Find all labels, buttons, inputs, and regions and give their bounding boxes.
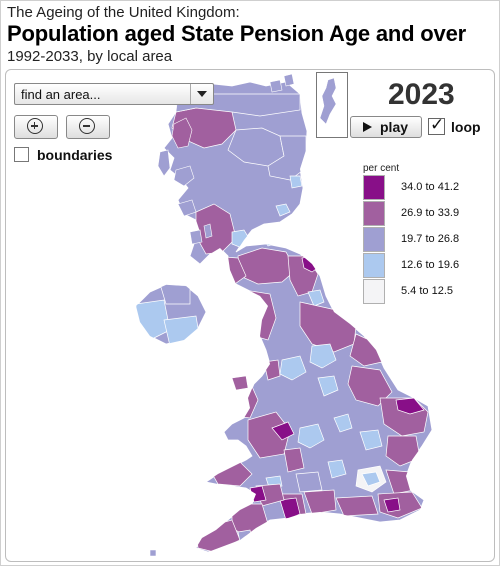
dropdown-arrow-button[interactable] [190, 84, 213, 104]
legend-label: 34.0 to 41.2 [401, 181, 460, 193]
region-leicester [333, 413, 353, 433]
island-skye [173, 165, 195, 187]
play-label: play [380, 119, 409, 135]
loop-label: loop [451, 119, 481, 135]
chevron-down-icon [197, 91, 207, 97]
year-display: 2023 [388, 78, 455, 111]
region-aberdeen [289, 175, 303, 189]
region-cornwall [195, 519, 241, 552]
zoom-out-icon [79, 118, 95, 134]
region-manchester [279, 355, 307, 381]
shetland-islands [319, 77, 337, 125]
boundaries-label: boundaries [37, 147, 113, 163]
boundaries-checkbox[interactable] [14, 147, 29, 162]
region-oxford [327, 459, 347, 479]
page-subtitle: 1992-2033, by local area [7, 48, 173, 65]
play-button[interactable]: play [350, 116, 422, 138]
region-herefordshire [283, 447, 305, 473]
region-dundee [275, 203, 291, 217]
region-wiltshire [295, 471, 323, 493]
region-leeds [309, 343, 337, 369]
play-icon [363, 122, 372, 132]
zoom-in-icon [27, 118, 43, 134]
zoom-out-button[interactable] [66, 115, 110, 139]
region-east-devon [279, 497, 301, 521]
region-powys [247, 411, 291, 459]
legend-swatch [363, 227, 385, 252]
region-london-inner [361, 471, 381, 487]
island-orkney-1 [269, 79, 283, 93]
legend-swatch [363, 253, 385, 278]
legend-swatch [363, 279, 385, 304]
island-uist [157, 149, 171, 177]
legend-label: 19.7 to 26.8 [401, 233, 460, 245]
island-anglesey [231, 375, 249, 391]
legend-label: 12.6 to 19.6 [401, 259, 460, 271]
zoom-in-button[interactable] [14, 115, 58, 139]
find-area-dropdown[interactable]: find an area... [14, 83, 214, 105]
legend-swatch [363, 175, 385, 200]
page-title: Population aged State Pension Age and ov… [7, 21, 466, 46]
island-lewis [171, 117, 193, 149]
island-scilly [149, 549, 157, 557]
island-jura [203, 223, 213, 239]
checkmark-icon: ✓ [430, 115, 445, 134]
island-mull [177, 199, 197, 217]
legend-label: 5.4 to 12.5 [401, 285, 453, 297]
region-hampshire [303, 489, 337, 515]
island-orkney-2 [283, 73, 295, 87]
region-rother [383, 497, 401, 513]
region-lincolnshire [347, 365, 393, 407]
region-suffolk [385, 435, 421, 467]
island-islay [189, 229, 203, 245]
region-birmingham [297, 423, 325, 449]
region-nottingham [317, 375, 339, 397]
loop-checkbox[interactable]: ✓ [428, 115, 445, 135]
region-ceredigion [271, 421, 295, 441]
region-aberdeenshire [267, 135, 307, 181]
ni-district-north [159, 284, 191, 305]
region-sussex [335, 495, 379, 517]
header-kicker: The Ageing of the United Kingdom: [7, 4, 240, 21]
find-area-placeholder: find an area... [21, 87, 101, 102]
legend-swatch [363, 201, 385, 226]
legend-label: 26.9 to 33.9 [401, 207, 460, 219]
region-north-norfolk [395, 397, 425, 415]
legend-title: per cent [363, 163, 400, 174]
region-cambridge [359, 429, 383, 451]
shetland-inset-frame [316, 72, 348, 138]
region-isle-of-wight [317, 515, 335, 525]
region-tyneside [307, 289, 325, 307]
